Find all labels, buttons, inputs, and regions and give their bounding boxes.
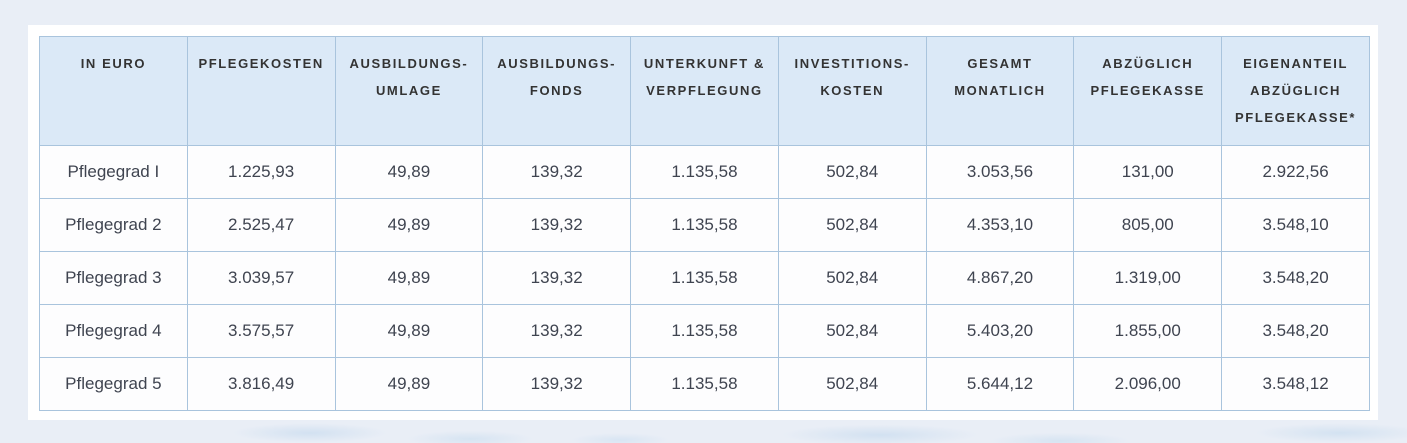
cell-value: 3.816,49 [186,357,336,411]
column-header: UNTERKUNFT & VERPFLEGUNG [630,36,779,146]
cell-value: 2.096,00 [1073,357,1223,411]
column-header: EIGENANTEIL ABZÜGLICH PFLEGEKASSE* [1221,36,1370,146]
table-row: Pflegegrad 5 3.816,49 49,89 139,32 1.135,58 5… [39,357,1370,411]
row-label: Pflegegrad 2 [39,198,188,252]
table-card: IN EURO PFLEGEKOSTEN AUSBILDUNGS-UMLAGE AUS… [28,25,1378,420]
table-body: Pflegegrad I 1.225,93 49,89 139,32 1.135,58 5… [39,145,1370,411]
cell-value: 502,84 [777,251,927,305]
row-label: Pflegegrad 4 [39,304,188,358]
cell-value: 1.135,58 [630,198,779,252]
cell-value: 131,00 [1073,145,1223,199]
column-header: ABZÜGLICH PFLEGEKASSE [1073,36,1223,146]
care-cost-table: IN EURO PFLEGEKOSTEN AUSBILDUNGS-UMLAGE AUS… [39,36,1370,411]
cell-value: 49,89 [334,198,484,252]
cell-value: 3.575,57 [186,304,336,358]
cell-value: 3.548,20 [1221,251,1370,305]
cell-value: 3.053,56 [925,145,1075,199]
cell-value: 1.319,00 [1073,251,1223,305]
cell-value: 502,84 [777,304,927,358]
cell-value: 3.548,10 [1221,198,1370,252]
cell-value: 1.135,58 [630,357,779,411]
cell-value: 3.039,57 [186,251,336,305]
cell-value: 502,84 [777,198,927,252]
row-label: Pflegegrad 3 [39,251,188,305]
cell-value: 139,32 [482,145,632,199]
table-header: IN EURO PFLEGEKOSTEN AUSBILDUNGS-UMLAGE AUS… [39,36,1370,146]
table-row: Pflegegrad I 1.225,93 49,89 139,32 1.135,58 5… [39,145,1370,199]
cell-value: 139,32 [482,251,632,305]
cell-value: 1.135,58 [630,145,779,199]
cell-value: 139,32 [482,304,632,358]
cell-value: 1.135,58 [630,251,779,305]
cell-value: 4.867,20 [925,251,1075,305]
header-row: IN EURO PFLEGEKOSTEN AUSBILDUNGS-UMLAGE AUS… [39,36,1370,146]
cell-value: 49,89 [334,145,484,199]
cell-value: 139,32 [482,198,632,252]
row-label: Pflegegrad 5 [39,357,188,411]
cell-value: 1.225,93 [186,145,336,199]
cell-value: 49,89 [334,357,484,411]
cell-value: 2.525,47 [186,198,336,252]
cell-value: 5.403,20 [925,304,1075,358]
cell-value: 4.353,10 [925,198,1075,252]
row-label: Pflegegrad I [39,145,188,199]
cell-value: 805,00 [1073,198,1223,252]
cell-value: 5.644,12 [925,357,1075,411]
column-header: GESAMT MONATLICH [925,36,1075,146]
table-row: Pflegegrad 2 2.525,47 49,89 139,32 1.135,58 5… [39,198,1370,252]
column-header: IN EURO [39,36,188,146]
cell-value: 49,89 [334,251,484,305]
column-header: INVESTITIONS-KOSTEN [777,36,927,146]
cell-value: 502,84 [777,145,927,199]
table-row: Pflegegrad 4 3.575,57 49,89 139,32 1.135,58 5… [39,304,1370,358]
cell-value: 1.135,58 [630,304,779,358]
column-header: AUSBILDUNGS-UMLAGE [334,36,484,146]
cell-value: 2.922,56 [1221,145,1370,199]
cell-value: 3.548,12 [1221,357,1370,411]
column-header: AUSBILDUNGS-FONDS [482,36,632,146]
cell-value: 49,89 [334,304,484,358]
cell-value: 1.855,00 [1073,304,1223,358]
cell-value: 139,32 [482,357,632,411]
cell-value: 502,84 [777,357,927,411]
table-row: Pflegegrad 3 3.039,57 49,89 139,32 1.135,58 5… [39,251,1370,305]
cell-value: 3.548,20 [1221,304,1370,358]
column-header: PFLEGEKOSTEN [186,36,336,146]
